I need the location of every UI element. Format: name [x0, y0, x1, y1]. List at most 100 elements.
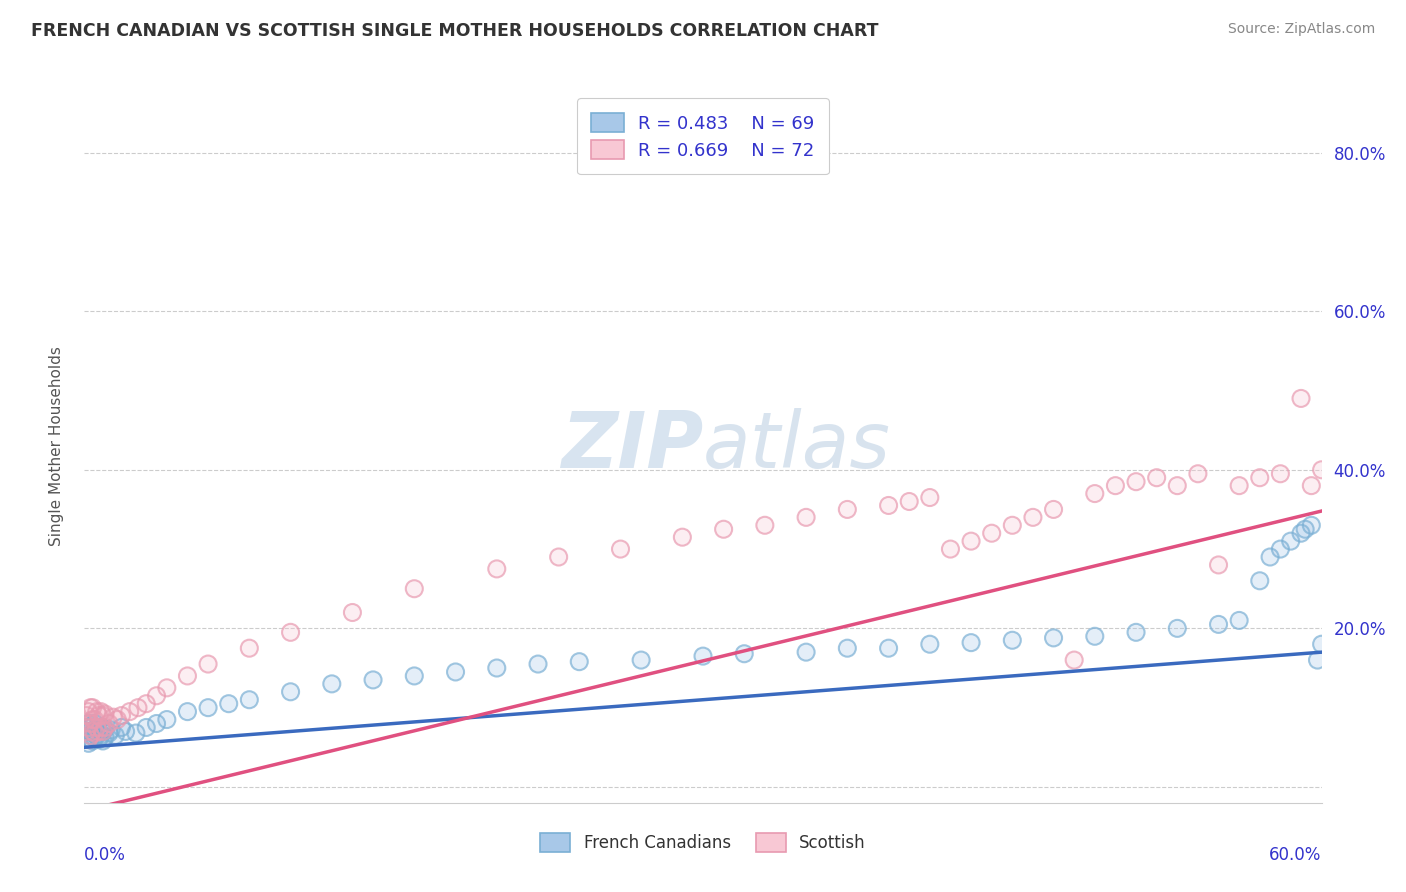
Point: [527, 657, 550, 671]
Point: [77, 716, 100, 731]
Point: [1208, 617, 1230, 632]
Point: [837, 641, 859, 656]
Point: [145, 689, 167, 703]
Point: [77, 736, 100, 750]
Text: atlas: atlas: [703, 408, 891, 484]
Point: [83, 724, 105, 739]
Point: [77, 705, 100, 719]
Point: [918, 637, 941, 651]
Point: [939, 542, 962, 557]
Point: [361, 673, 384, 687]
Point: [1294, 522, 1316, 536]
Point: [754, 518, 776, 533]
Point: [404, 582, 426, 596]
Point: [79, 716, 101, 731]
Point: [1310, 637, 1333, 651]
Point: [568, 655, 591, 669]
Point: [135, 721, 157, 735]
Point: [79, 728, 101, 742]
Point: [197, 700, 219, 714]
Point: [77, 716, 100, 731]
Point: [87, 724, 110, 739]
Point: [280, 625, 302, 640]
Point: [960, 534, 983, 549]
Point: [404, 669, 426, 683]
Point: [77, 721, 100, 735]
Point: [1301, 478, 1323, 492]
Point: [547, 549, 569, 564]
Point: [1289, 526, 1312, 541]
Point: [197, 700, 219, 714]
Point: [1258, 549, 1281, 564]
Point: [94, 722, 117, 736]
Point: [105, 713, 128, 727]
Point: [87, 723, 110, 737]
Point: [91, 724, 114, 739]
Point: [444, 665, 467, 679]
Point: [83, 713, 105, 727]
Point: [1301, 518, 1323, 533]
Point: [90, 705, 112, 719]
Point: [321, 677, 343, 691]
Point: [898, 494, 921, 508]
Point: [75, 724, 97, 739]
Point: [238, 692, 260, 706]
Point: [1001, 518, 1024, 533]
Point: [77, 732, 100, 747]
Point: [918, 491, 941, 505]
Point: [485, 661, 508, 675]
Point: [1104, 478, 1126, 492]
Point: [176, 705, 198, 719]
Point: [82, 734, 104, 748]
Point: [1166, 478, 1188, 492]
Point: [98, 716, 121, 731]
Point: [1208, 558, 1230, 572]
Point: [156, 713, 179, 727]
Point: [1306, 653, 1329, 667]
Point: [713, 522, 735, 536]
Point: [1331, 225, 1354, 239]
Point: [1249, 471, 1271, 485]
Point: [1001, 518, 1024, 533]
Point: [125, 726, 148, 740]
Point: [77, 721, 100, 735]
Point: [218, 697, 240, 711]
Point: [79, 716, 101, 731]
Point: [342, 606, 364, 620]
Point: [118, 705, 141, 719]
Point: [82, 726, 104, 740]
Point: [485, 562, 508, 576]
Point: [118, 705, 141, 719]
Point: [1227, 478, 1250, 492]
Point: [79, 732, 101, 747]
Point: [145, 689, 167, 703]
Text: 60.0%: 60.0%: [1270, 846, 1322, 863]
Point: [87, 724, 110, 739]
Point: [918, 491, 941, 505]
Point: [1125, 625, 1147, 640]
Point: [1125, 475, 1147, 489]
Point: [91, 724, 114, 739]
Point: [91, 724, 114, 739]
Point: [713, 522, 735, 536]
Point: [156, 713, 179, 727]
Point: [342, 606, 364, 620]
Point: [1289, 392, 1312, 406]
Point: [83, 726, 105, 740]
Point: [110, 708, 132, 723]
Point: [1042, 502, 1064, 516]
Point: [103, 710, 125, 724]
Point: [1227, 614, 1250, 628]
Point: [1331, 225, 1354, 239]
Point: [754, 518, 776, 533]
Text: 0.0%: 0.0%: [84, 846, 127, 863]
Point: [77, 736, 100, 750]
Text: FRENCH CANADIAN VS SCOTTISH SINGLE MOTHER HOUSEHOLDS CORRELATION CHART: FRENCH CANADIAN VS SCOTTISH SINGLE MOTHE…: [31, 22, 879, 40]
Point: [91, 734, 114, 748]
Point: [630, 653, 652, 667]
Point: [1001, 633, 1024, 648]
Point: [877, 499, 900, 513]
Point: [98, 716, 121, 731]
Point: [877, 499, 900, 513]
Point: [1301, 478, 1323, 492]
